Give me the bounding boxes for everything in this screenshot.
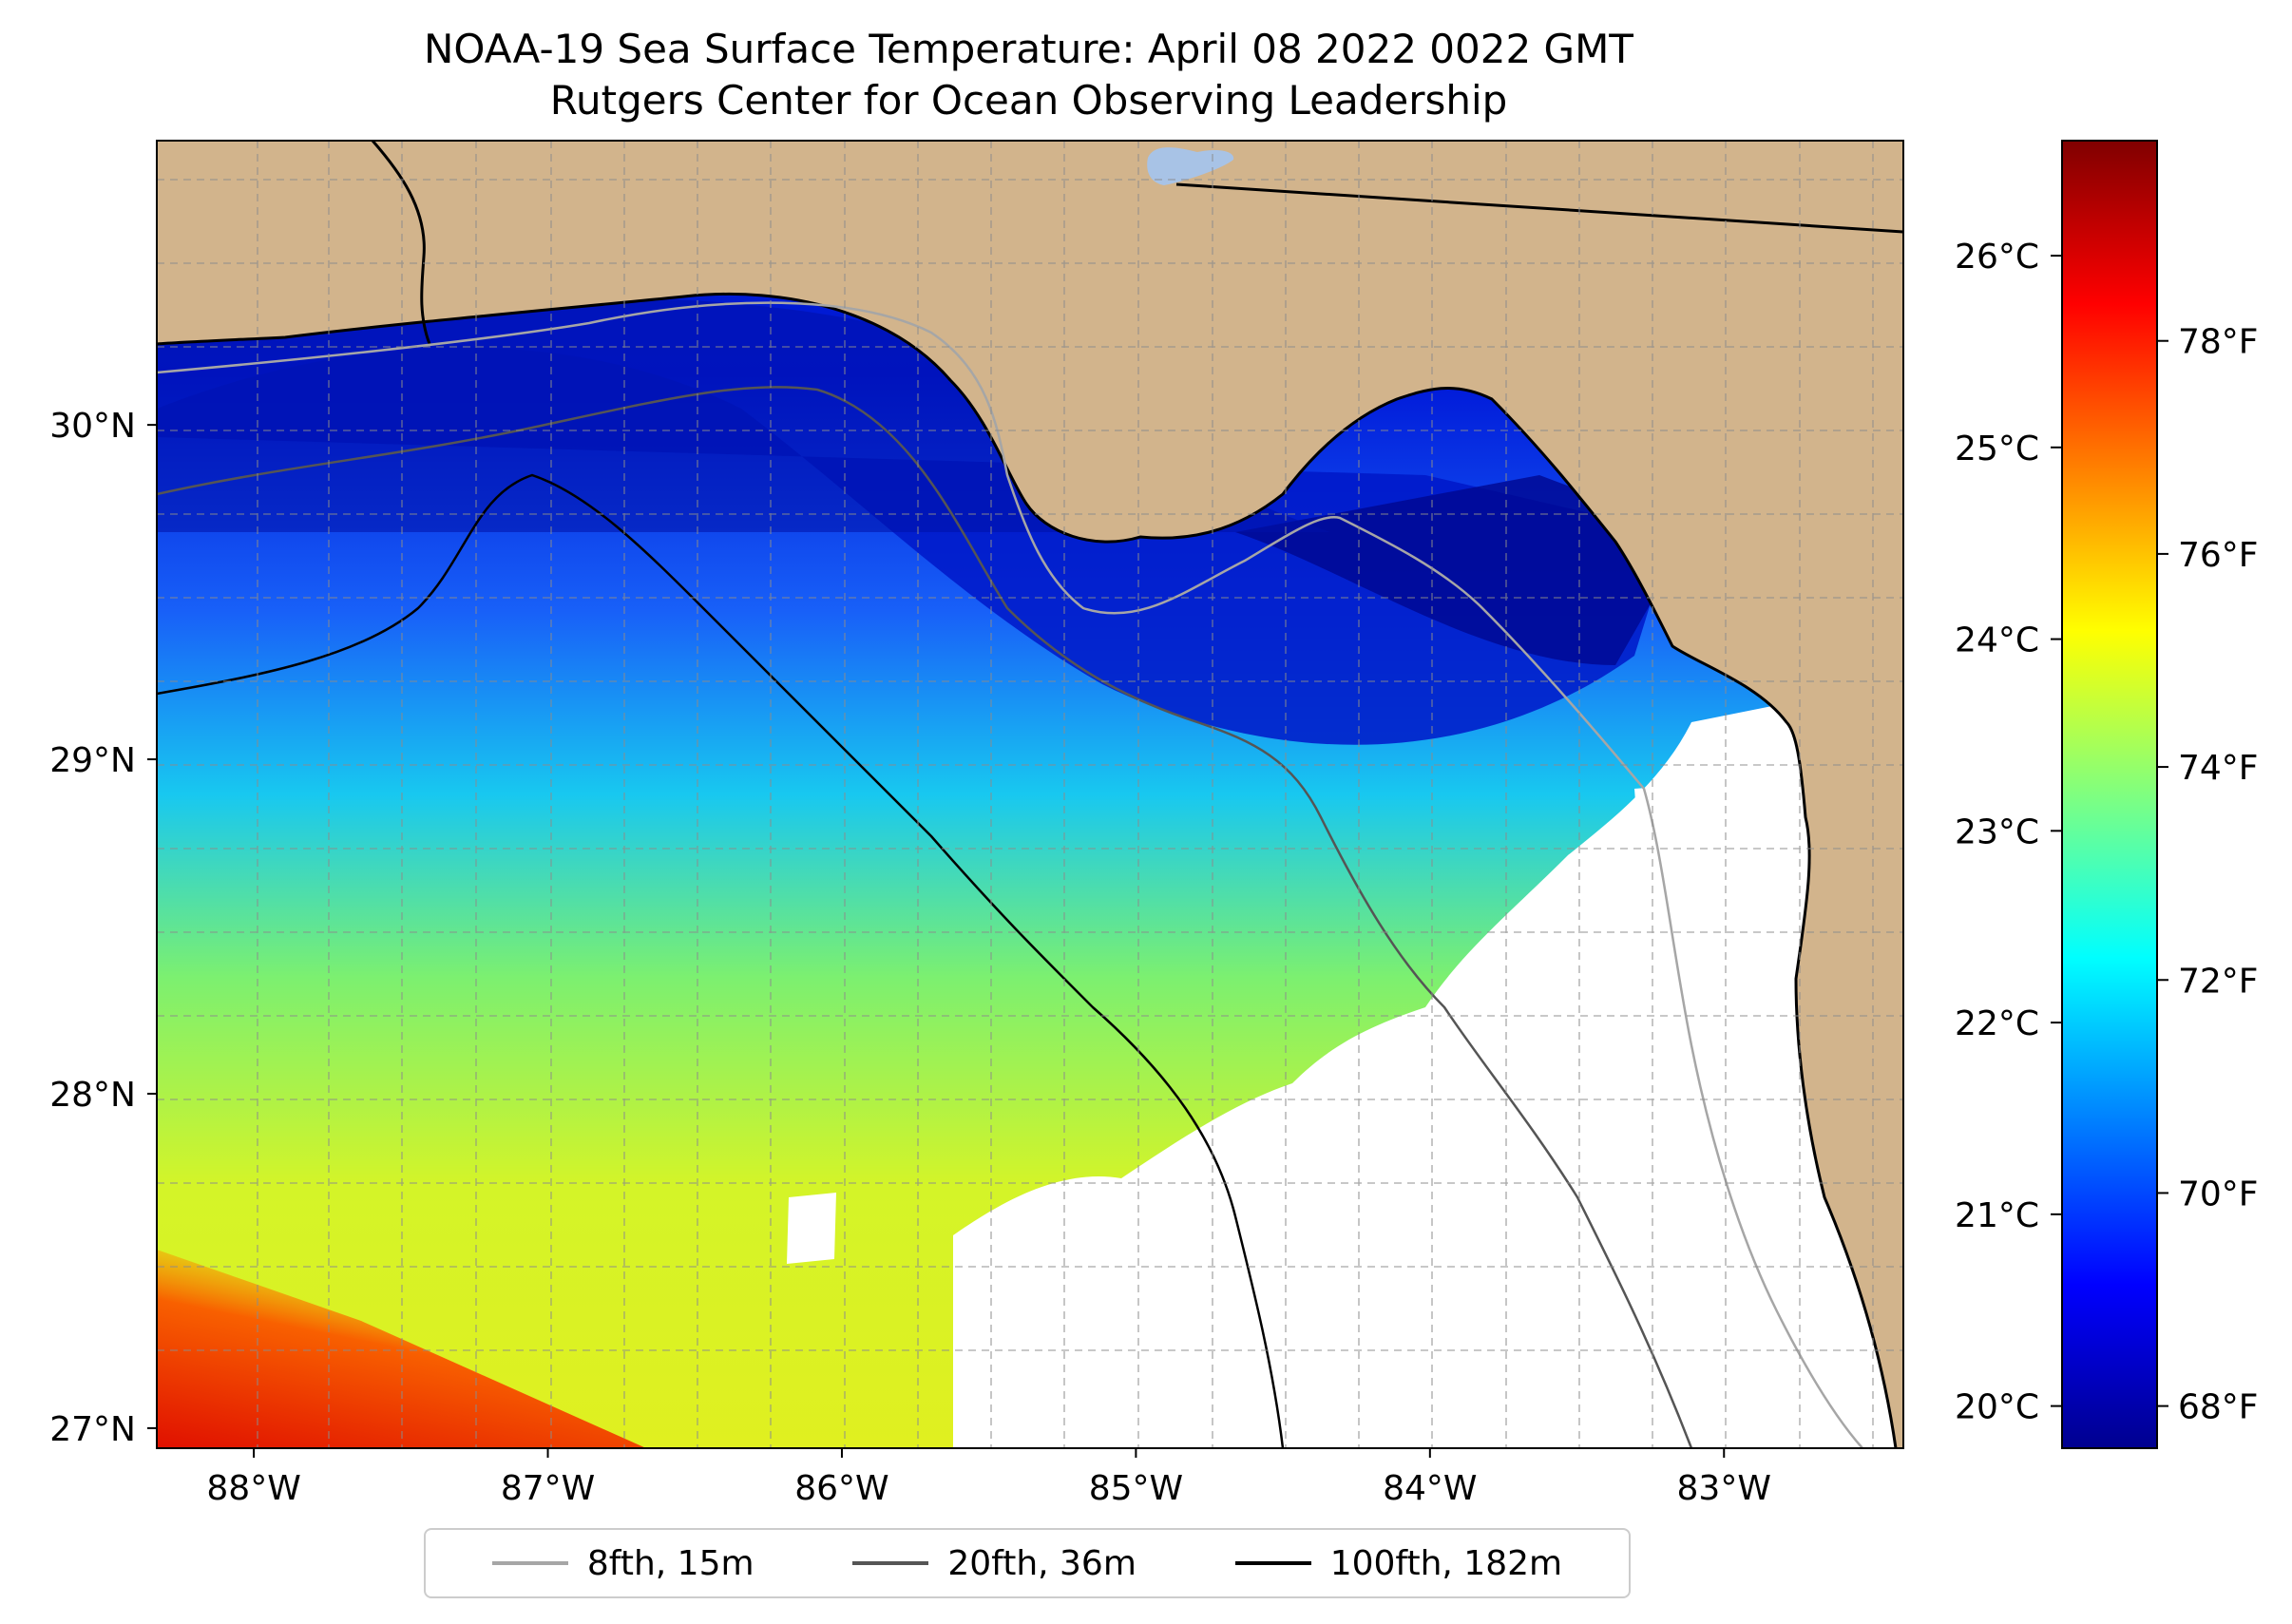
cloud-no-data-patch xyxy=(1634,784,1701,850)
colorbar-celsius-axis: 20°C 21°C 22°C 23°C 24°C 25°C 26°C xyxy=(1955,238,2062,1427)
legend-item-8fth: 8fth, 15m xyxy=(491,1543,754,1583)
lat-tick-label: 28°N xyxy=(49,1076,136,1115)
lon-tick-label: 83°W xyxy=(1677,1469,1771,1508)
state-border xyxy=(371,141,431,345)
legend-label-100fth: 100fth, 182m xyxy=(1329,1543,1563,1583)
cloud-no-data-patch xyxy=(787,1193,836,1264)
lon-tick-label: 87°W xyxy=(501,1469,595,1508)
lon-tick-label: 85°W xyxy=(1089,1469,1183,1508)
celsius-tick-label: 22°C xyxy=(1955,1004,2039,1043)
celsius-tick-label: 24°C xyxy=(1955,621,2039,660)
map-panel xyxy=(157,141,1903,1448)
map-frame xyxy=(156,140,1904,1449)
legend-item-100fth: 100fth, 182m xyxy=(1234,1543,1563,1583)
lat-tick-label: 27°N xyxy=(49,1410,136,1449)
lat-tick-label: 29°N xyxy=(49,741,136,780)
colorbar-fahrenheit-axis: 68°F 70°F 72°F 74°F 76°F 78°F xyxy=(2157,323,2259,1427)
isobath-100fth-182m xyxy=(157,473,1285,1448)
longitude-axis: 88°W 87°W 86°W 85°W 84°W 83°W xyxy=(206,1448,1771,1508)
lon-tick-label: 84°W xyxy=(1383,1469,1477,1508)
state-border xyxy=(1175,182,1903,234)
isobath-8fth-15m xyxy=(157,301,1863,1448)
lon-tick-label: 88°W xyxy=(206,1469,300,1508)
colorbar xyxy=(2061,140,2158,1449)
legend-label-8fth: 8fth, 15m xyxy=(586,1543,754,1583)
coastline xyxy=(157,292,1898,1448)
map-title: NOAA-19 Sea Surface Temperature: April 0… xyxy=(424,26,1633,72)
celsius-tick-label: 21°C xyxy=(1955,1196,2039,1235)
fahrenheit-tick-label: 68°F xyxy=(2178,1388,2259,1427)
fahrenheit-tick-label: 72°F xyxy=(2178,962,2259,1001)
legend-label-20fth: 20fth, 36m xyxy=(947,1543,1136,1583)
isobath-legend: 8fth, 15m 20fth, 36m 100fth, 182m xyxy=(424,1528,1631,1598)
legend-line-100fth xyxy=(1234,1561,1311,1565)
map-subtitle: Rutgers Center for Ocean Observing Leade… xyxy=(549,77,1508,124)
celsius-tick-label: 25°C xyxy=(1955,430,2039,468)
warm-water-region xyxy=(157,1250,646,1448)
celsius-tick-label: 26°C xyxy=(1955,238,2039,277)
latitude-axis: 27°N 28°N 29°N 30°N xyxy=(49,407,157,1449)
celsius-tick-label: 23°C xyxy=(1955,812,2039,851)
land-area xyxy=(157,141,1903,1448)
map-gridlines xyxy=(157,141,1903,1448)
legend-line-8fth xyxy=(491,1561,568,1565)
fahrenheit-tick-label: 74°F xyxy=(2178,749,2259,788)
fahrenheit-tick-label: 76°F xyxy=(2178,536,2259,575)
lon-tick-label: 86°W xyxy=(794,1469,888,1508)
celsius-tick-label: 20°C xyxy=(1955,1388,2039,1427)
legend-item-20fth: 20fth, 36m xyxy=(852,1544,1136,1583)
legend-line-20fth xyxy=(852,1561,929,1565)
lat-tick-label: 30°N xyxy=(49,407,136,446)
isobath-20fth-36m xyxy=(157,386,1693,1448)
fahrenheit-tick-label: 70°F xyxy=(2178,1175,2259,1213)
fahrenheit-tick-label: 78°F xyxy=(2178,323,2259,362)
